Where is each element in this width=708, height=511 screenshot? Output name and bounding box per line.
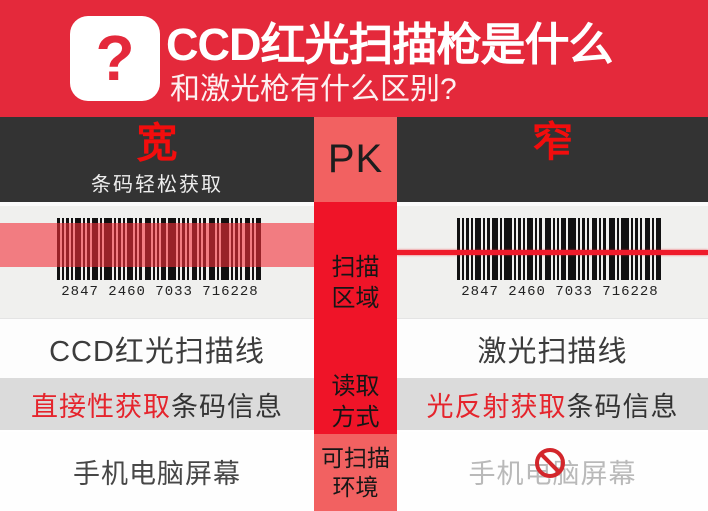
page-title: CCD红光扫描枪是什么 [166, 19, 614, 70]
read-method-line1: 读取 [331, 373, 380, 400]
read-method-right-highlight: 光反射获取 [426, 391, 567, 422]
wide-sublabel: 条码轻松获取 [91, 173, 223, 196]
laser-scan-line [397, 250, 708, 255]
center-column-red: 扫描 区域 读取 方式 [314, 202, 397, 434]
read-method-right-text: 条码信息 [566, 391, 679, 422]
page-subtitle: 和激光枪有什么区别? [170, 73, 457, 106]
environment-label-line1: 可扫描 [321, 444, 390, 471]
cell-scan-line-left: CCD红光扫描线 [0, 319, 314, 378]
scan-area-line1: 扫描 [331, 254, 380, 281]
cell-environment-right: 手机电脑屏幕 [397, 432, 708, 511]
pk-box: PK [314, 117, 397, 202]
pk-label: PK [327, 137, 384, 181]
narrow-label: 窄 [532, 119, 573, 165]
read-method-label: 读取 方式 [314, 373, 397, 431]
band-left-wide: 宽 条码轻松获取 [0, 117, 314, 202]
ccd-scan-band [0, 223, 314, 267]
environment-label-line2: 环境 [332, 473, 379, 500]
cell-scan-line-right: 激光扫描线 [397, 319, 708, 378]
scan-line-left-text: CCD红光扫描线 [49, 335, 265, 368]
band-right-narrow: 窄 [397, 117, 708, 202]
center-column-environment: 可扫描 环境 [314, 434, 397, 511]
read-method-left-highlight: 直接性获取 [31, 391, 171, 422]
scan-line-right-text: 激光扫描线 [477, 335, 628, 368]
header-banner: ? CCD红光扫描枪是什么 和激光枪有什么区别? [0, 0, 708, 117]
cell-read-method-right: 光反射获取 条码信息 [397, 378, 708, 430]
question-mark-icon: ? [70, 16, 160, 101]
scan-area-label: 扫描 区域 [314, 228, 397, 338]
cell-environment-left: 手机电脑屏幕 [0, 432, 314, 511]
barcode-number-left: 2847 2460 7033 716228 [61, 284, 259, 300]
question-glyph: ? [95, 21, 135, 94]
barcode-number-right: 2847 2460 7033 716228 [461, 284, 659, 300]
barcode-image-right [456, 218, 662, 280]
wide-label: 宽 [136, 120, 178, 167]
environment-left-text: 手机电脑屏幕 [73, 459, 241, 489]
read-method-line2: 方式 [331, 404, 380, 431]
cell-read-method-left: 直接性获取 条码信息 [0, 378, 314, 430]
read-method-left-text: 条码信息 [171, 391, 283, 422]
prohibition-icon [535, 448, 565, 478]
prohibition-ring [535, 448, 565, 478]
scan-area-line2: 区域 [331, 285, 380, 312]
